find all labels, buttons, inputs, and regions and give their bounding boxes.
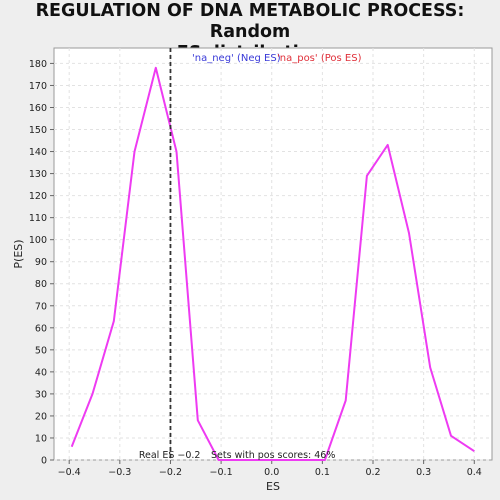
y-tick-label: 10 [35,433,47,444]
x-tick-label: 0.2 [365,467,380,478]
y-tick-label: 60 [35,323,47,334]
y-axis-label: P(ES) [12,239,25,268]
x-tick-label: −0.2 [159,467,182,478]
y-tick-label: 130 [29,169,47,180]
y-tick-label: 100 [29,235,47,246]
x-axis-ticks: −0.4 −0.3 −0.2 −0.1 0.0 0.1 0.2 0.3 0.4 [58,460,482,478]
x-tick-label: −0.4 [58,467,81,478]
legend-neg-es: 'na_neg' (Neg ES) [192,53,281,64]
y-tick-label: 180 [29,59,47,70]
y-tick-label: 20 [35,411,47,422]
pos-scores-label: Sets with pos scores: 46% [211,450,335,461]
y-tick-label: 0 [41,456,47,467]
legend-pos-es: 'na_pos' (Pos ES) [277,53,362,64]
y-tick-label: 110 [29,213,47,224]
x-tick-label: 0.3 [416,467,431,478]
x-tick-label: 0.4 [467,467,482,478]
y-tick-label: 120 [29,191,47,202]
real-es-label: Real ES −0.2 [139,450,201,461]
y-tick-label: 40 [35,367,47,378]
y-tick-label: 170 [29,81,47,92]
y-tick-label: 160 [29,103,47,114]
y-tick-label: 140 [29,147,47,158]
y-tick-label: 150 [29,125,47,136]
y-tick-label: 90 [35,257,47,268]
y-axis-ticks: 0 10 20 30 40 50 60 70 80 90 100 110 120 130 140 150 160… [29,59,54,467]
x-tick-label: −0.1 [210,467,233,478]
x-tick-label: 0.0 [264,467,279,478]
x-tick-label: −0.3 [108,467,131,478]
x-axis-label: ES [266,480,280,493]
y-tick-label: 80 [35,279,47,290]
y-tick-label: 70 [35,301,47,312]
y-tick-label: 30 [35,389,47,400]
x-tick-label: 0.1 [315,467,330,478]
y-tick-label: 50 [35,345,47,356]
